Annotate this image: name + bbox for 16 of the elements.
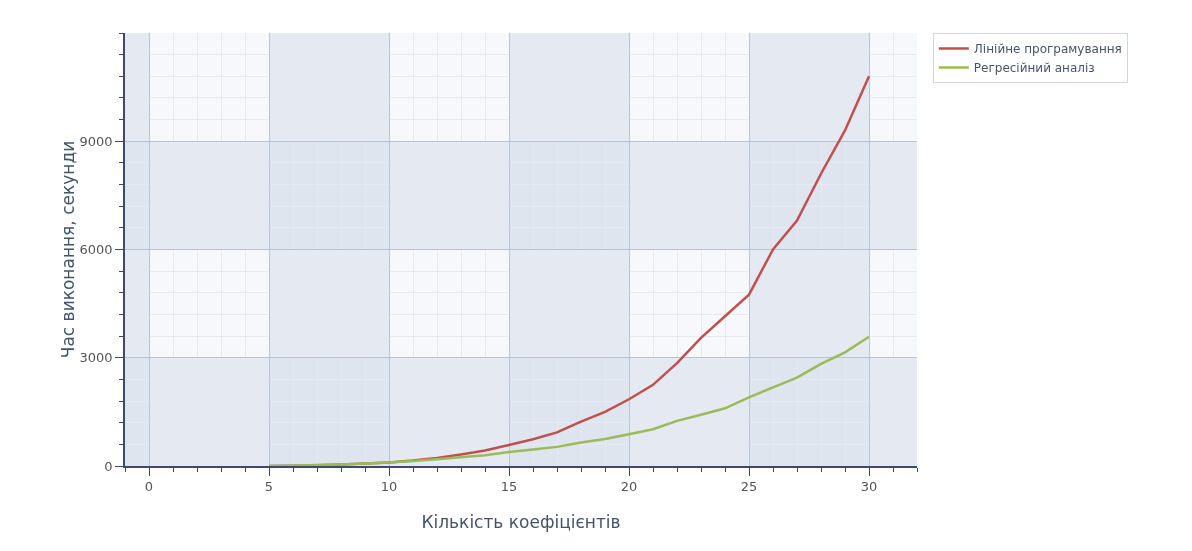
x-tick-label: 0 xyxy=(144,479,154,495)
legend-label: Лінійне програмування xyxy=(973,42,1122,57)
line-series xyxy=(267,335,871,466)
x-tick-label: 10 xyxy=(380,479,398,495)
x-axis-title: Кількість коефіцієнтів xyxy=(421,511,621,532)
legend-label: Регресійний аналіз xyxy=(973,61,1095,76)
x-tick-label: 20 xyxy=(620,479,638,495)
x-tick-label: 25 xyxy=(740,479,758,495)
y-tick-label: 0 xyxy=(104,458,113,474)
y-tick-label: 6000 xyxy=(79,242,113,258)
x-tick-label: 5 xyxy=(264,479,274,495)
y-tick-label: 3000 xyxy=(79,350,113,366)
x-tick-label: 15 xyxy=(500,479,518,495)
x-tick-label: 30 xyxy=(860,479,878,495)
y-tick-label: 9000 xyxy=(79,133,113,149)
y-axis-title: Час виконання, секунди xyxy=(57,140,78,359)
